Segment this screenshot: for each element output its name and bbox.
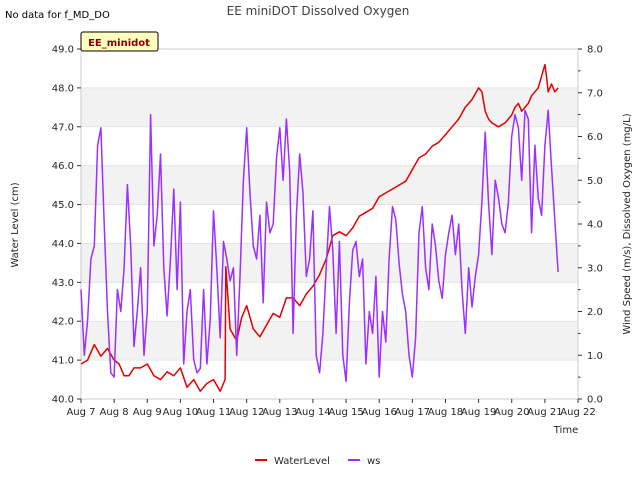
x-tick-label: Aug 10 [163, 407, 198, 418]
left-y-tick-label: 45.0 [52, 200, 74, 211]
left-y-axis-ticks: 40.0 41.0 42.0 43.0 44.0 45.0 46.0 47.0 48.0 49.0 [52, 45, 81, 406]
legend-label-ws: ws [367, 456, 380, 467]
legend: WaterLevel ws [255, 456, 380, 467]
series-lines [80, 63, 559, 392]
no-data-note: No data for f_MD_DO [5, 10, 110, 21]
left-y-tick-label: 44.0 [52, 239, 74, 250]
left-y-tick-label: 47.0 [52, 122, 74, 133]
left-y-tick-label: 49.0 [52, 45, 74, 56]
x-tick-label: Aug 12 [229, 407, 264, 418]
x-tick-label: Aug 11 [196, 407, 231, 418]
legend-label-waterlevel: WaterLevel [274, 456, 330, 467]
site-badge: EE_minidot [80, 31, 159, 52]
background-band [81, 321, 578, 361]
x-tick-label: Aug 18 [428, 407, 463, 418]
x-tick-label: Aug 17 [395, 407, 430, 418]
background-band [81, 165, 578, 205]
right-y-tick-label: 3.0 [587, 263, 603, 274]
site-badge-box [80, 31, 159, 52]
right-y-tick-label: 8.0 [587, 45, 603, 56]
x-tick-label: Aug 8 [100, 407, 129, 418]
right-y-tick-label: 2.0 [587, 307, 603, 318]
background-band [81, 87, 578, 127]
right-y-axis-label: Wind Speed (m/s), Dissolved Oxygen (mg/L… [622, 113, 633, 334]
x-tick-label: Aug 22 [560, 407, 595, 418]
left-y-tick-label: 46.0 [52, 161, 74, 172]
series-line-ws [80, 109, 559, 383]
right-y-tick-label: 7.0 [587, 88, 603, 99]
right-y-axis-ticks: 0.0 1.0 2.0 3.0 4.0 5.0 6.0 7.0 8.0 [578, 45, 603, 406]
left-y-axis-label: Water Level (cm) [10, 182, 21, 267]
series-line-waterlevel [80, 63, 559, 392]
x-tick-label: Aug 15 [328, 407, 363, 418]
chart-title: EE miniDOT Dissolved Oxygen [227, 4, 410, 18]
right-y-tick-label: 1.0 [587, 351, 603, 362]
left-y-tick-label: 43.0 [52, 278, 74, 289]
x-tick-label: Aug 9 [133, 407, 162, 418]
site-badge-label: EE_minidot [88, 38, 150, 49]
right-y-tick-label: 0.0 [587, 395, 603, 406]
x-tick-label: Aug 16 [361, 407, 396, 418]
x-tick-label: Aug 14 [295, 407, 330, 418]
x-axis-label: Time [553, 425, 578, 436]
right-y-tick-label: 4.0 [587, 220, 603, 231]
right-y-tick-label: 6.0 [587, 132, 603, 143]
x-tick-label: Aug 19 [461, 407, 496, 418]
left-y-tick-label: 41.0 [52, 356, 74, 367]
left-y-tick-label: 42.0 [52, 317, 74, 328]
x-tick-label: Aug 13 [262, 407, 297, 418]
x-tick-label: Aug 21 [527, 407, 562, 418]
left-y-tick-label: 40.0 [52, 395, 74, 406]
x-tick-label: Aug 7 [66, 407, 95, 418]
left-y-tick-label: 48.0 [52, 83, 74, 94]
right-y-tick-label: 5.0 [587, 176, 603, 187]
x-tick-label: Aug 20 [494, 407, 529, 418]
